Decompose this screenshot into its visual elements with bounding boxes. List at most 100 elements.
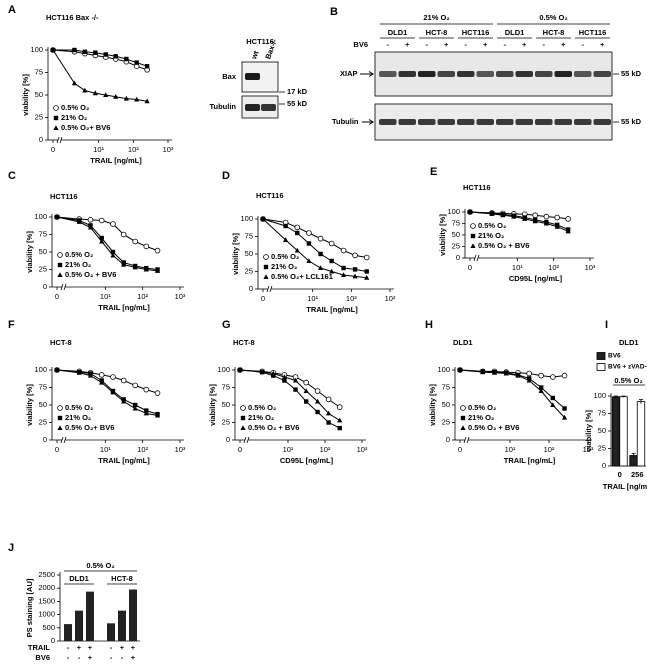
marker: [326, 420, 331, 425]
row-sign: +: [77, 643, 82, 652]
legend-label: 21% O₂: [271, 262, 297, 271]
marker: [538, 385, 544, 390]
marker: [121, 261, 127, 267]
band: [476, 71, 494, 77]
legend-label: 0.5% O₂: [468, 403, 496, 412]
legend-marker: [470, 233, 476, 239]
marker: [306, 258, 312, 263]
axis-break: [243, 436, 250, 444]
legend-marker: [470, 223, 476, 229]
legend-marker: [460, 415, 466, 421]
y-tick-label: 50: [442, 400, 450, 409]
x-axis-label: TRAIL [ng/mL]: [504, 456, 556, 465]
legend-label: 0.5% O₂ + BV6: [478, 241, 529, 250]
marker: [352, 267, 358, 272]
legend-label: 0.5% O₂: [478, 221, 506, 230]
cell-line-label: HCT116: [462, 28, 490, 37]
marker: [113, 94, 119, 99]
marker: [54, 214, 60, 219]
x-tick-label: 10³: [585, 263, 596, 272]
y-tick-label: 25: [442, 417, 450, 426]
sign: -: [543, 40, 546, 49]
marker: [124, 56, 129, 62]
band: [437, 71, 455, 77]
marker: [103, 52, 108, 57]
marker: [99, 238, 105, 244]
marker: [318, 251, 323, 257]
marker: [550, 402, 556, 407]
condition-label: 0.5% O₂: [539, 13, 567, 22]
panel-letter: E: [430, 166, 437, 178]
marker: [328, 240, 335, 247]
y-tick-label: 75: [35, 67, 43, 76]
x-tick-label: 256: [631, 470, 644, 479]
row-sign: +: [131, 643, 136, 652]
band: [398, 119, 416, 125]
legend-swatch: [596, 352, 606, 360]
chart-title: DLD1: [619, 338, 639, 347]
marker: [340, 272, 347, 277]
legend-label: 0.5% O₂: [65, 403, 93, 412]
marker: [294, 224, 301, 231]
sign: -: [582, 40, 585, 49]
marker: [76, 219, 82, 224]
error-bar: [631, 453, 636, 458]
marker: [500, 212, 506, 218]
y-axis-label: viability [%]: [208, 384, 217, 426]
chart-title: HCT116: [50, 192, 78, 201]
y-axis-label: viability [%]: [231, 233, 240, 275]
marker: [283, 237, 289, 242]
marker: [87, 224, 94, 230]
marker: [314, 388, 321, 394]
marker: [325, 396, 332, 403]
y-tick-label: 0: [51, 636, 55, 645]
x-tick-label: 0: [238, 445, 242, 454]
y-tick-label: 50: [222, 400, 230, 409]
y-tick-label: 100: [240, 214, 253, 223]
y-axis-label: PS staining [AU]: [25, 578, 34, 637]
marker: [92, 90, 98, 96]
bar: [636, 401, 646, 467]
sign: +: [600, 40, 605, 49]
legend-label: 21% O₂: [61, 113, 87, 122]
marker: [292, 377, 299, 383]
marker: [363, 254, 370, 261]
y-tick-label: 75: [598, 408, 606, 417]
marker: [480, 369, 486, 375]
y-tick-label: 50: [245, 249, 253, 258]
error-bar: [639, 399, 643, 404]
band: [476, 119, 494, 125]
marker: [561, 372, 568, 379]
x-tick-label: 10³: [175, 445, 186, 454]
y-axis-label: viability [%]: [428, 384, 437, 426]
band: [457, 119, 475, 125]
marker: [303, 379, 309, 386]
marker: [565, 216, 571, 222]
chart-title: DLD1: [453, 338, 473, 347]
band: [535, 71, 553, 77]
marker: [317, 235, 324, 242]
legend-label: 21% O₂: [468, 413, 494, 422]
marker: [303, 399, 309, 404]
y-tick-label: 0: [226, 435, 230, 444]
row-label: XIAP: [340, 69, 358, 78]
x-tick-label: 0: [51, 145, 55, 154]
chart-title: HCT116 Bax -/-: [46, 13, 99, 22]
x-tick-label: 0: [618, 470, 622, 479]
x-axis-label: CD95L [ng/mL]: [509, 274, 563, 283]
legend-marker: [470, 243, 476, 248]
axis-break: [56, 136, 63, 144]
series-line: [239, 369, 341, 408]
x-tick-label: 10²: [128, 145, 139, 154]
row-sign: +: [120, 643, 125, 652]
row-label: BV6: [35, 653, 50, 662]
x-axis-label: TRAIL [ng/mL]: [306, 305, 358, 314]
y-tick-label: 25: [452, 241, 460, 250]
marker: [154, 247, 161, 254]
legend-label: 0.5% O₂: [271, 252, 299, 261]
panel-letter: B: [330, 6, 338, 18]
marker: [341, 265, 346, 271]
marker: [281, 374, 288, 379]
marker: [99, 379, 105, 385]
y-tick-label: 100: [447, 207, 460, 216]
